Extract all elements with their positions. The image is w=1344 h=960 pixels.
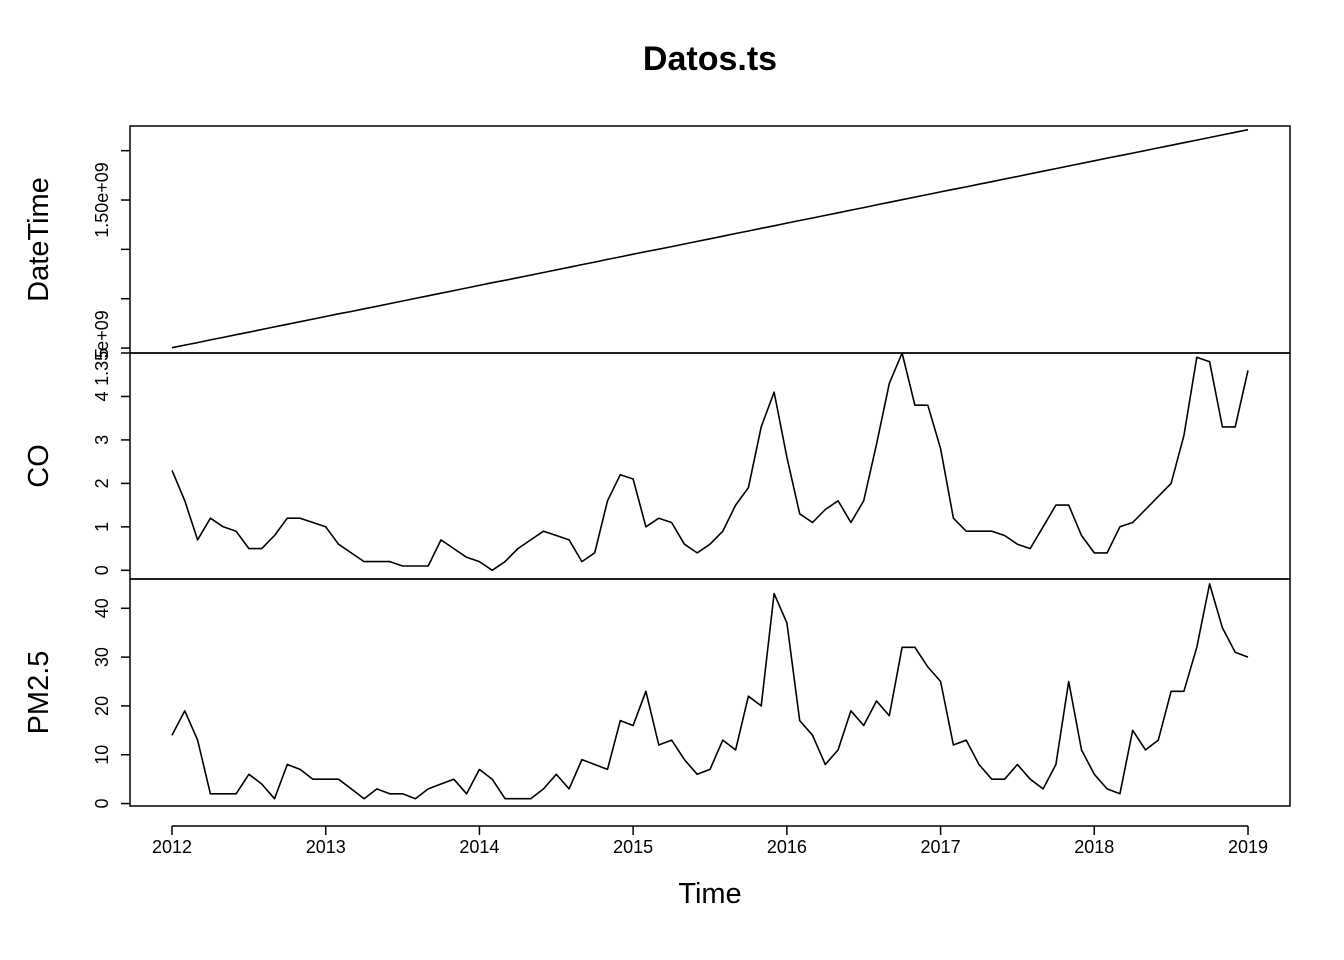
x-tick-label-7: 2019 [1228, 837, 1268, 857]
x-tick-label-2: 2014 [459, 837, 499, 857]
series-line-datetime [171, 128, 1249, 349]
y-tick-label-1-1: 1 [92, 522, 112, 532]
y-tick-label-2-4: 40 [92, 598, 112, 618]
x-tick-label-4: 2016 [767, 837, 807, 857]
series-line-co [171, 352, 1249, 572]
series-line-pm25 [171, 583, 1249, 800]
y-tick-label-0-0: 1.35e+09 [92, 310, 112, 386]
panel-frame-2 [129, 578, 1291, 807]
y-tick-label-1-5: 5 [92, 348, 112, 358]
y-tick-label-2-0: 0 [92, 799, 112, 809]
y-tick-label-1-3: 3 [92, 435, 112, 445]
plot-layer: 1.35e+09 1.50e+09 DateTime 0 1 2 3 4 5 CO 0 10 20 30 4… [23, 125, 1291, 857]
y-tick-label-1-4: 4 [92, 391, 112, 401]
x-tick-label-0: 2012 [152, 837, 192, 857]
x-tick-label-5: 2017 [921, 837, 961, 857]
y-tick-label-0-3: 1.50e+09 [92, 162, 112, 238]
y-axis-title-2: PM2.5 [23, 651, 55, 735]
y-tick-label-2-2: 20 [92, 696, 112, 716]
y-axis-title-1: CO [23, 444, 55, 488]
x-tick-label-1: 2013 [306, 837, 346, 857]
y-tick-label-1-0: 0 [92, 565, 112, 575]
y-axis-title-0: DateTime [23, 177, 55, 302]
chart-title: Datos.ts [643, 40, 777, 78]
x-tick-label-3: 2015 [613, 837, 653, 857]
y-tick-label-1-2: 2 [92, 478, 112, 488]
y-tick-label-2-3: 30 [92, 647, 112, 667]
x-tick-label-6: 2018 [1074, 837, 1114, 857]
x-axis-title: Time [678, 878, 741, 910]
y-tick-label-2-1: 10 [92, 745, 112, 765]
